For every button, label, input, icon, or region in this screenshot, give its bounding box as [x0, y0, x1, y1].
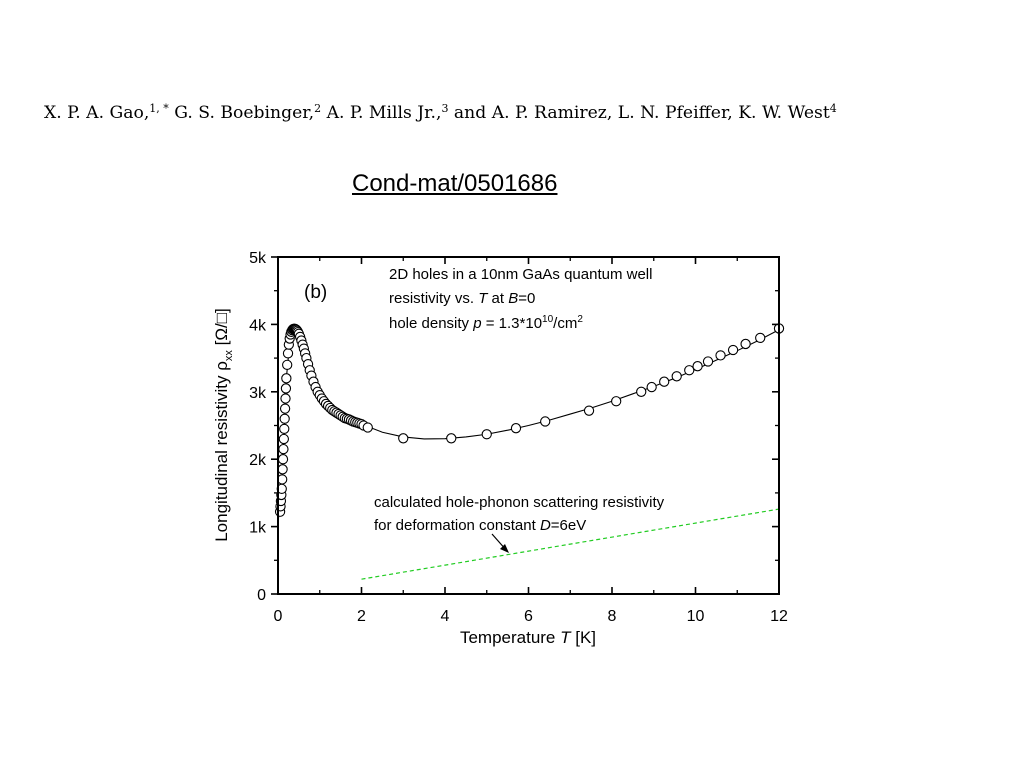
data-point: [671, 371, 682, 382]
data-point: [278, 433, 289, 445]
data-point: [281, 373, 292, 384]
data-point: [727, 344, 739, 356]
data-point: [702, 356, 714, 367]
data-point: [636, 386, 647, 397]
x-tick-label: 12: [770, 608, 788, 625]
data-point: [692, 361, 703, 372]
x-tick-label: 10: [687, 608, 705, 625]
arxiv-id: Cond-mat/0501686: [352, 170, 558, 197]
data-point: [611, 396, 622, 407]
data-point: [398, 433, 409, 444]
author-affiliation: 3: [441, 102, 449, 115]
phonon-line: [361, 508, 780, 580]
data-point: [362, 422, 373, 433]
author-affiliation: 2: [314, 102, 322, 115]
data-point: [280, 393, 291, 404]
y-tick-label: 1k: [249, 520, 267, 537]
phonon-annotation-line: calculated hole-phonon scattering resist…: [374, 494, 665, 511]
annotation-line: 2D holes in a 10nm GaAs quantum well: [389, 266, 652, 283]
data-point: [659, 376, 670, 387]
author-name: A. P. Mills Jr.,: [326, 103, 442, 123]
data-point: [279, 413, 290, 424]
data-point: [282, 359, 293, 370]
data-point: [278, 443, 289, 455]
data-point: [282, 348, 294, 359]
y-tick-label: 0: [257, 587, 266, 604]
y-tick-label: 4k: [249, 317, 267, 334]
data-point: [446, 433, 457, 444]
data-point: [510, 423, 522, 434]
author-name: and A. P. Ramirez, L. N. Pfeiffer, K. W.…: [453, 103, 830, 123]
data-point: [279, 423, 290, 435]
x-tick-label: 2: [357, 608, 366, 625]
data-point: [646, 381, 657, 393]
author-affiliation: 4: [829, 102, 837, 115]
chart-axes: 0 2 4 6 8 10 12 0 1k 2k 3k 4k 5k: [249, 250, 788, 625]
chart-annotations: 2D holes in a 10nm GaAs quantum well resi…: [374, 266, 665, 553]
annotation-line: hole density p = 1.3*1010/cm2: [389, 314, 583, 332]
arrow-head-icon: [500, 544, 509, 553]
annotation-line: resistivity vs. T at B=0: [389, 290, 535, 307]
data-point: [755, 332, 766, 344]
x-axis-label: Temperature T [K]: [460, 628, 596, 647]
data-point: [280, 383, 292, 394]
data-point: [277, 464, 288, 475]
data-point: [277, 454, 289, 465]
data-point: [481, 429, 492, 440]
y-tick-label: 3k: [249, 385, 267, 402]
data-point: [684, 365, 695, 376]
y-tick-label: 2k: [249, 452, 267, 469]
chart-markers: [274, 323, 785, 517]
y-tick-label: 5k: [249, 250, 267, 267]
phonon-annotation-line: for deformation constant D=6eV: [374, 517, 586, 534]
chart-lines: [277, 327, 780, 580]
author-affiliation: 1, *: [149, 102, 169, 115]
data-point: [715, 350, 726, 361]
x-tick-label: 8: [608, 608, 617, 625]
data-point: [279, 403, 291, 414]
y-axis-label: Longitudinal resistivity ρxx [Ω/□]: [212, 308, 235, 542]
x-tick-label: 6: [524, 608, 533, 625]
author-name: G. S. Boebinger,: [174, 103, 315, 123]
panel-label: (b): [304, 282, 327, 303]
author-name: X. P. A. Gao,: [44, 103, 150, 123]
x-tick-label: 4: [441, 608, 450, 625]
x-tick-label: 0: [274, 608, 283, 625]
author-line: X. P. A. Gao,1, * G. S. Boebinger,2 A. P…: [44, 103, 1004, 123]
data-point: [740, 338, 751, 350]
data-point: [540, 416, 551, 427]
data-point: [583, 405, 595, 416]
